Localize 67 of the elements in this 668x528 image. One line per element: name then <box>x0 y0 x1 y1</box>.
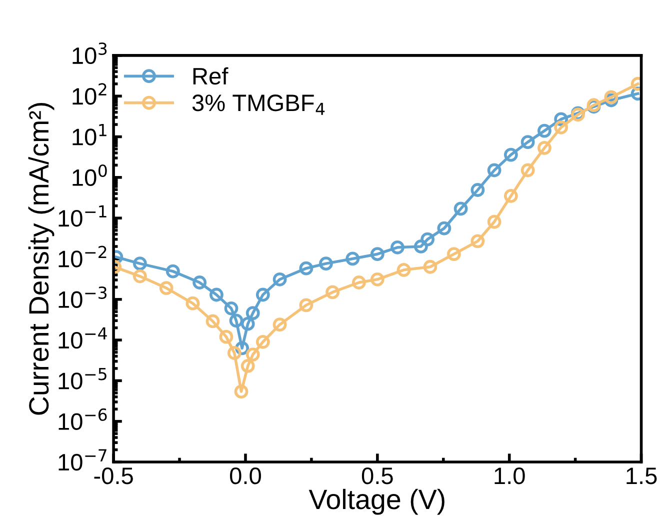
point <box>446 247 461 262</box>
point <box>326 285 340 300</box>
point <box>186 296 200 310</box>
point <box>219 330 234 344</box>
point <box>234 384 248 399</box>
y-tick-label: 10$^{−6}$ <box>58 408 107 430</box>
point <box>299 261 314 276</box>
x-tick-label: 0.5 <box>362 467 393 484</box>
point <box>537 124 552 138</box>
y-tick-label: 10$^{−5}$ <box>58 368 106 390</box>
point <box>224 301 238 316</box>
point <box>420 232 434 246</box>
legend-label: 3% TMGBF$_{4}$ <box>192 94 325 115</box>
point <box>396 262 411 277</box>
point <box>470 183 485 197</box>
point <box>229 314 244 328</box>
point <box>370 247 384 262</box>
point <box>423 260 438 274</box>
y-tick-label: 10$^{1}$ <box>72 124 106 146</box>
point <box>256 288 270 302</box>
point <box>346 252 360 266</box>
y-tick-label: 10$^{0}$ <box>72 164 107 186</box>
point <box>537 141 552 155</box>
point <box>487 163 502 178</box>
x-tick-label: 0.0 <box>230 467 261 484</box>
point <box>319 256 333 271</box>
point <box>192 276 207 290</box>
x-tick-label: 1.5 <box>626 468 657 484</box>
y-tick-label: 10$^{−1}$ <box>58 205 106 227</box>
point <box>352 276 366 290</box>
x-axis-title: Voltage (V) <box>308 488 444 515</box>
point <box>487 214 502 229</box>
y-tick-label: 10$^{3}$ <box>72 42 107 64</box>
point <box>240 316 255 331</box>
point <box>520 135 535 150</box>
point <box>240 359 255 373</box>
point <box>299 298 314 312</box>
point <box>437 221 452 236</box>
point <box>390 240 404 254</box>
point <box>272 272 287 286</box>
y-tick-label: 10$^{−4}$ <box>58 327 107 349</box>
y-tick-label: 10$^{2}$ <box>72 83 106 105</box>
y-axis-title: Current Density (mA/cm²) <box>28 103 54 415</box>
point <box>133 256 147 271</box>
point <box>470 234 485 248</box>
point <box>227 346 242 360</box>
y-tick-label: 10$^{−2}$ <box>58 246 106 268</box>
point <box>504 148 518 162</box>
point <box>133 269 147 284</box>
point <box>166 264 180 278</box>
point <box>454 202 468 216</box>
point <box>604 90 618 104</box>
point <box>256 334 270 349</box>
point <box>159 281 174 295</box>
point <box>520 163 535 178</box>
point <box>206 314 220 328</box>
point <box>272 318 287 332</box>
y-tick-label: 10$^{−3}$ <box>58 286 107 308</box>
point <box>246 306 260 320</box>
point <box>210 288 224 302</box>
legend-label: Ref <box>193 67 228 85</box>
point <box>554 120 568 134</box>
point <box>504 189 518 203</box>
point <box>246 348 260 362</box>
x-tick-label: 1.0 <box>494 467 525 484</box>
point <box>414 240 428 254</box>
point <box>370 272 384 286</box>
